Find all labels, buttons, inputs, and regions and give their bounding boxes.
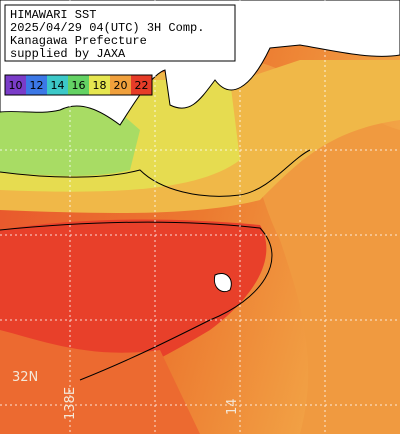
colorbar-label: 14 [51, 79, 65, 92]
header-line: 2025/04/29 04(UTC) 3H Comp. [10, 21, 204, 35]
header-box [4, 4, 236, 62]
isotherm [0, 221, 273, 381]
latitude-label: 32N [12, 370, 38, 385]
colorbar: 10 12 14 16 18 20 22 [4, 74, 153, 96]
colorbar-swatch [131, 75, 152, 95]
colorbar-swatch [5, 75, 26, 95]
colorbar-label: 18 [93, 79, 107, 92]
sea-zone [0, 330, 200, 434]
colorbar-frame [4, 74, 153, 96]
longitude-label: 138E [63, 387, 78, 420]
header-line: HIMAWARI SST [10, 8, 96, 22]
colorbar-swatch [68, 75, 89, 95]
header-line: Kanagawa Prefecture [10, 34, 147, 48]
colorbar-swatch [110, 75, 131, 95]
colorbar-label: 10 [9, 79, 23, 92]
island [213, 273, 232, 293]
longitude-label: 14 [225, 398, 240, 415]
colorbar-label: 16 [72, 79, 86, 92]
colorbar-label: 20 [114, 79, 128, 92]
colorbar-label: 22 [135, 79, 149, 92]
colorbar-swatch [89, 75, 110, 95]
isotherm [0, 149, 311, 197]
colorbar-swatch [26, 75, 47, 95]
colorbar-swatch [47, 75, 68, 95]
colorbar-label: 12 [30, 79, 44, 92]
header-line: supplied by JAXA [10, 47, 126, 61]
